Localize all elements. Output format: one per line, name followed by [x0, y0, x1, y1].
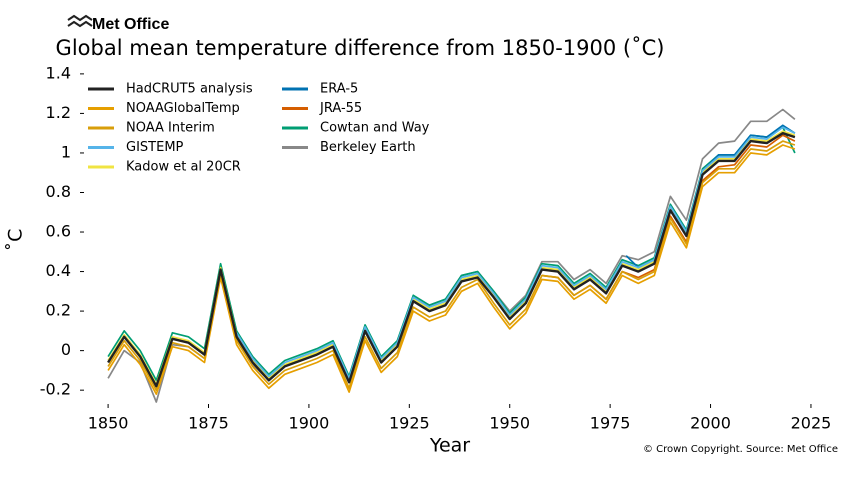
series-line	[107, 108, 796, 403]
y-tick-label: 0.6	[46, 222, 71, 241]
legend-label: Kadow et al 20CR	[126, 160, 241, 175]
x-axis-label: Year	[429, 435, 470, 457]
y-tick-label: 1.2	[46, 103, 71, 122]
series-line	[107, 140, 796, 392]
x-tick-label: 2025	[791, 414, 832, 433]
logo-mark	[67, 14, 93, 28]
series-line	[107, 132, 796, 388]
y-tick-label: 0.8	[46, 182, 71, 201]
series-line	[625, 124, 796, 269]
legend-label: NOAA Interim	[126, 121, 215, 136]
x-tick-label: 1950	[489, 414, 530, 433]
logo: Met Office	[67, 14, 169, 33]
x-tick-label: 1900	[289, 414, 330, 433]
y-tick-label: 1.4	[46, 63, 71, 82]
y-tick-label: 1	[61, 142, 71, 161]
y-tick-label: 0.2	[46, 301, 71, 320]
y-tick-label: -0.2	[40, 380, 71, 399]
x-tick-label: 1975	[590, 414, 631, 433]
chart-title: Global mean temperature difference from …	[56, 36, 665, 60]
series-line	[107, 144, 796, 395]
legend-label: JRA-55	[319, 101, 362, 116]
legend-label: GISTEMP	[126, 140, 184, 155]
series-line	[235, 126, 796, 380]
legend-label: Cowtan and Way	[320, 121, 430, 136]
legend-label: HadCRUT5 analysis	[126, 82, 253, 97]
y-axis-label: ˚C	[5, 229, 27, 252]
legend-label: Berkeley Earth	[320, 140, 416, 155]
x-tick-label: 1875	[188, 414, 229, 433]
y-tick-label: 0.4	[46, 261, 71, 280]
x-tick-label: 1925	[389, 414, 430, 433]
source-note: © Crown Copyright. Source: Met Office	[643, 444, 838, 455]
brand: Met Office	[92, 16, 169, 33]
x-tick-label: 2000	[690, 414, 731, 433]
series-line	[107, 126, 796, 382]
legend-label: ERA-5	[320, 82, 358, 97]
x-tick-label: 1850	[88, 414, 129, 433]
legend-label: NOAAGlobalTemp	[126, 101, 240, 116]
y-tick-label: 0	[61, 340, 71, 359]
